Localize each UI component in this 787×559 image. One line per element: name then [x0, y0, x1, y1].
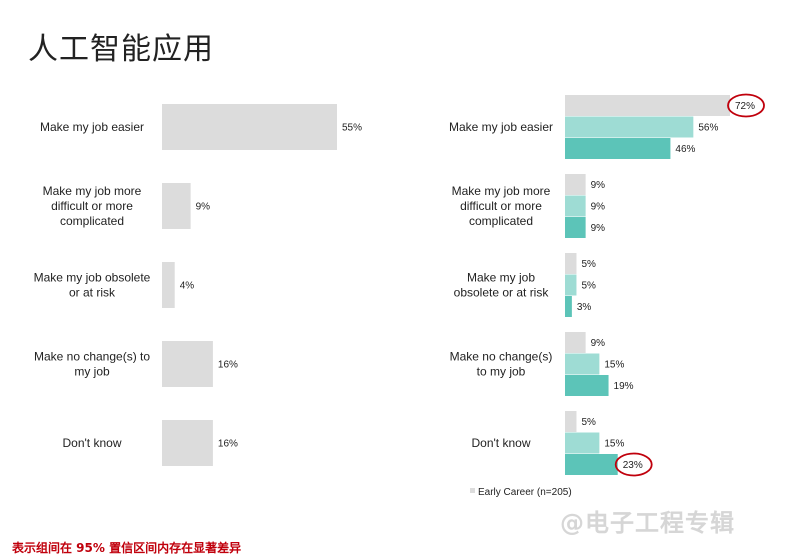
category-label-line: obsolete or at risk — [454, 286, 550, 300]
legend: Early Career (n=205) — [470, 487, 572, 498]
bar — [565, 195, 586, 217]
data-label: 72% — [735, 101, 755, 112]
category-label: Make no change(s) to my job — [450, 350, 553, 379]
category-label-line: Make my job more — [452, 184, 551, 198]
category-label-line: my job — [74, 365, 110, 379]
category-label-line: to my job — [477, 365, 526, 379]
bar — [162, 420, 213, 466]
bar — [565, 116, 694, 138]
watermark: @电子工程专辑 — [560, 509, 735, 537]
category-label: Don't know — [63, 436, 122, 450]
category-label: Make my job obsolete or at risk — [454, 271, 550, 300]
bar-chart-1: Make my job easier Make my job more diffic… — [34, 104, 362, 466]
data-label: 5% — [581, 259, 596, 270]
bar — [565, 174, 586, 195]
highlight-circle — [727, 93, 765, 118]
category-label-line: Make my job obsolete — [34, 271, 151, 285]
data-label: 4% — [180, 281, 195, 292]
data-label: 5% — [581, 281, 596, 292]
category-label: Make my job easier — [449, 120, 553, 134]
bar — [565, 217, 586, 238]
data-label: 9% — [196, 202, 211, 213]
data-label: 3% — [577, 302, 592, 313]
data-label: 9% — [591, 180, 606, 191]
bar — [162, 104, 337, 150]
legend-label: Early Career (n=205) — [478, 487, 572, 498]
bar — [565, 138, 671, 159]
category-label: Make my job more difficult or more complic… — [43, 184, 142, 228]
bar — [565, 95, 730, 116]
category-label: Don't know — [472, 436, 531, 450]
bar-chart-2: Make my job easier Make my job more diffic… — [449, 93, 765, 498]
page-title: 人工智能应用 — [28, 32, 214, 67]
category-label-line: complicated — [469, 214, 533, 228]
data-label: 16% — [218, 439, 238, 450]
category-label-line: difficult or more — [51, 199, 133, 213]
bar — [565, 274, 577, 296]
category-label-line: complicated — [60, 214, 124, 228]
data-label: 15% — [604, 360, 624, 371]
bar — [565, 432, 600, 454]
category-label-line: Make no change(s) — [450, 350, 553, 364]
category-label-line: difficult or more — [460, 199, 542, 213]
data-label: 55% — [342, 123, 362, 134]
category-label-line: Make no change(s) to — [34, 350, 150, 364]
data-label: 56% — [698, 123, 718, 134]
bar — [162, 183, 191, 229]
data-label: 9% — [591, 338, 606, 349]
category-label-line: Make my job easier — [449, 120, 553, 134]
bar — [565, 332, 586, 353]
category-label-line: Don't know — [63, 436, 122, 450]
category-label: Make no change(s) to my job — [34, 350, 150, 379]
data-label: 9% — [591, 202, 606, 213]
bar — [565, 353, 600, 375]
data-label: 15% — [604, 439, 624, 450]
bar — [565, 375, 609, 396]
bar — [162, 262, 175, 308]
bar — [565, 411, 577, 432]
data-label: 16% — [218, 360, 238, 371]
data-label: 23% — [623, 460, 643, 471]
category-label-line: Make my job — [467, 271, 535, 285]
data-label: 19% — [614, 381, 634, 392]
category-label-line: Don't know — [472, 436, 531, 450]
significance-footnote: 表示组间在 95% 置信区间内存在显著差异 — [12, 541, 242, 555]
bar — [162, 341, 213, 387]
data-label: 46% — [675, 144, 695, 155]
bar — [565, 253, 577, 274]
category-label-line: Make my job easier — [40, 120, 144, 134]
category-label-line: Make my job more — [43, 184, 142, 198]
category-label: Make my job easier — [40, 120, 144, 134]
data-label: 9% — [591, 223, 606, 234]
category-label: Make my job more difficult or more complic… — [452, 184, 551, 228]
category-label: Make my job obsolete or at risk — [34, 271, 151, 300]
bar — [565, 296, 572, 317]
category-label-line: or at risk — [69, 286, 116, 300]
highlight-circle — [614, 452, 653, 477]
bar — [565, 454, 618, 475]
data-label: 5% — [581, 417, 596, 428]
legend-swatch — [470, 488, 475, 493]
